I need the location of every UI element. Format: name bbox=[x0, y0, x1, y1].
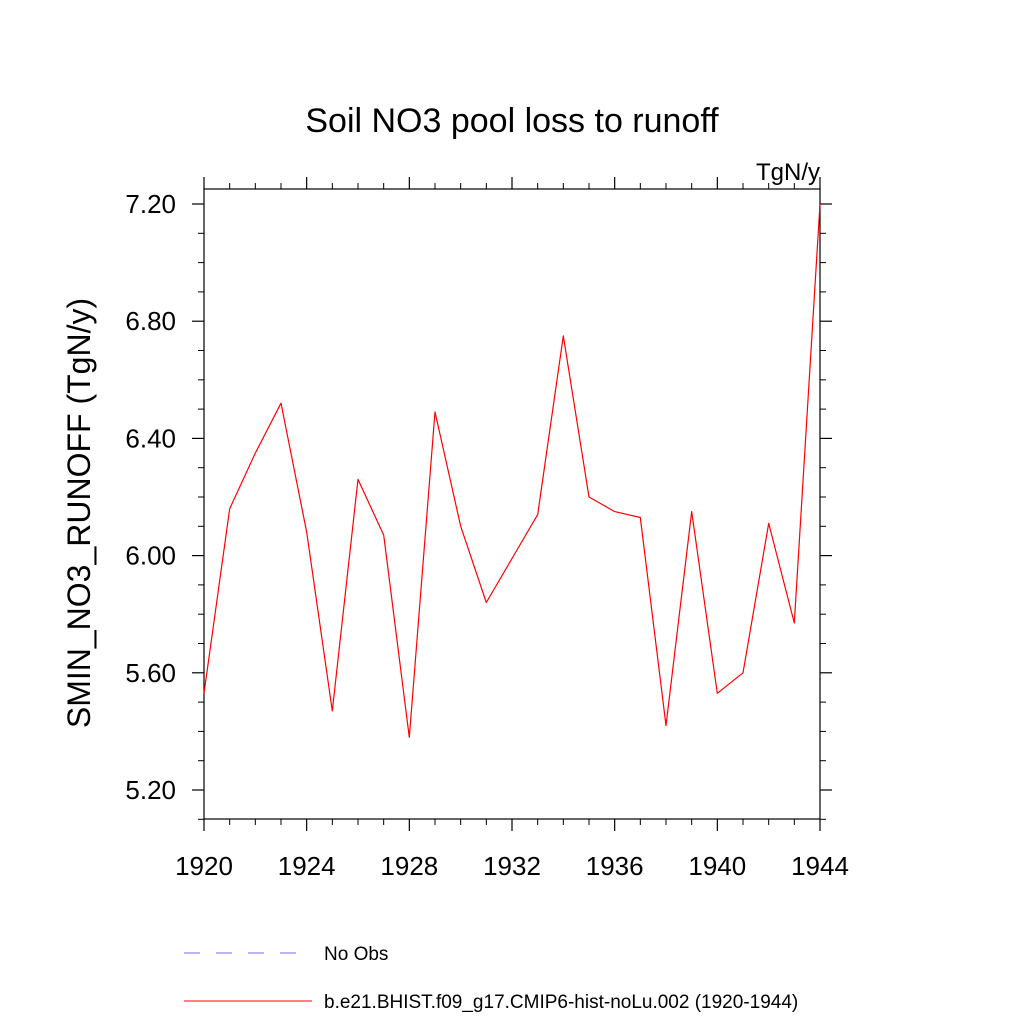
legend: No Obs b.e21.BHIST.f09_g17.CMIP6-hist-no… bbox=[184, 944, 798, 1013]
y-tick-label: 6.80 bbox=[125, 306, 176, 336]
y-tick-label: 5.20 bbox=[125, 775, 176, 805]
chart-title: Soil NO3 pool loss to runoff bbox=[305, 102, 719, 140]
x-tick-label: 1944 bbox=[791, 851, 849, 881]
x-tick-label: 1924 bbox=[278, 851, 336, 881]
y-tick-label: 6.40 bbox=[125, 423, 176, 453]
legend-label-no-obs: No Obs bbox=[324, 944, 388, 965]
ticks bbox=[192, 177, 832, 831]
y-tick-label: 5.60 bbox=[125, 658, 176, 688]
y-axis-label: SMIN_NO3_RUNOFF (TgN/y) bbox=[61, 298, 97, 728]
series-line bbox=[203, 203, 821, 738]
x-tick-label: 1920 bbox=[175, 851, 233, 881]
y-tick-label: 6.00 bbox=[125, 541, 176, 571]
series-layer bbox=[203, 203, 821, 738]
x-tick-label: 1936 bbox=[586, 851, 644, 881]
tick-labels: 1920 1924 1928 1932 1936 1940 1944 5.20 5.60 6.00… bbox=[125, 189, 849, 881]
plot-frame bbox=[203, 188, 821, 820]
y-tick-label: 7.20 bbox=[125, 189, 176, 219]
legend-label-run: b.e21.BHIST.f09_g17.CMIP6-hist-noLu.002 … bbox=[324, 992, 798, 1013]
x-tick-label: 1940 bbox=[688, 851, 746, 881]
x-tick-label: 1928 bbox=[380, 851, 438, 881]
units-label: TgN/y bbox=[756, 159, 820, 186]
x-tick-label: 1932 bbox=[483, 851, 541, 881]
